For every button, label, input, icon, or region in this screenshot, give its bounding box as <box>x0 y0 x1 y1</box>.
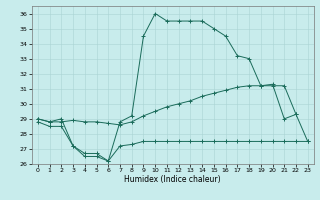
X-axis label: Humidex (Indice chaleur): Humidex (Indice chaleur) <box>124 175 221 184</box>
